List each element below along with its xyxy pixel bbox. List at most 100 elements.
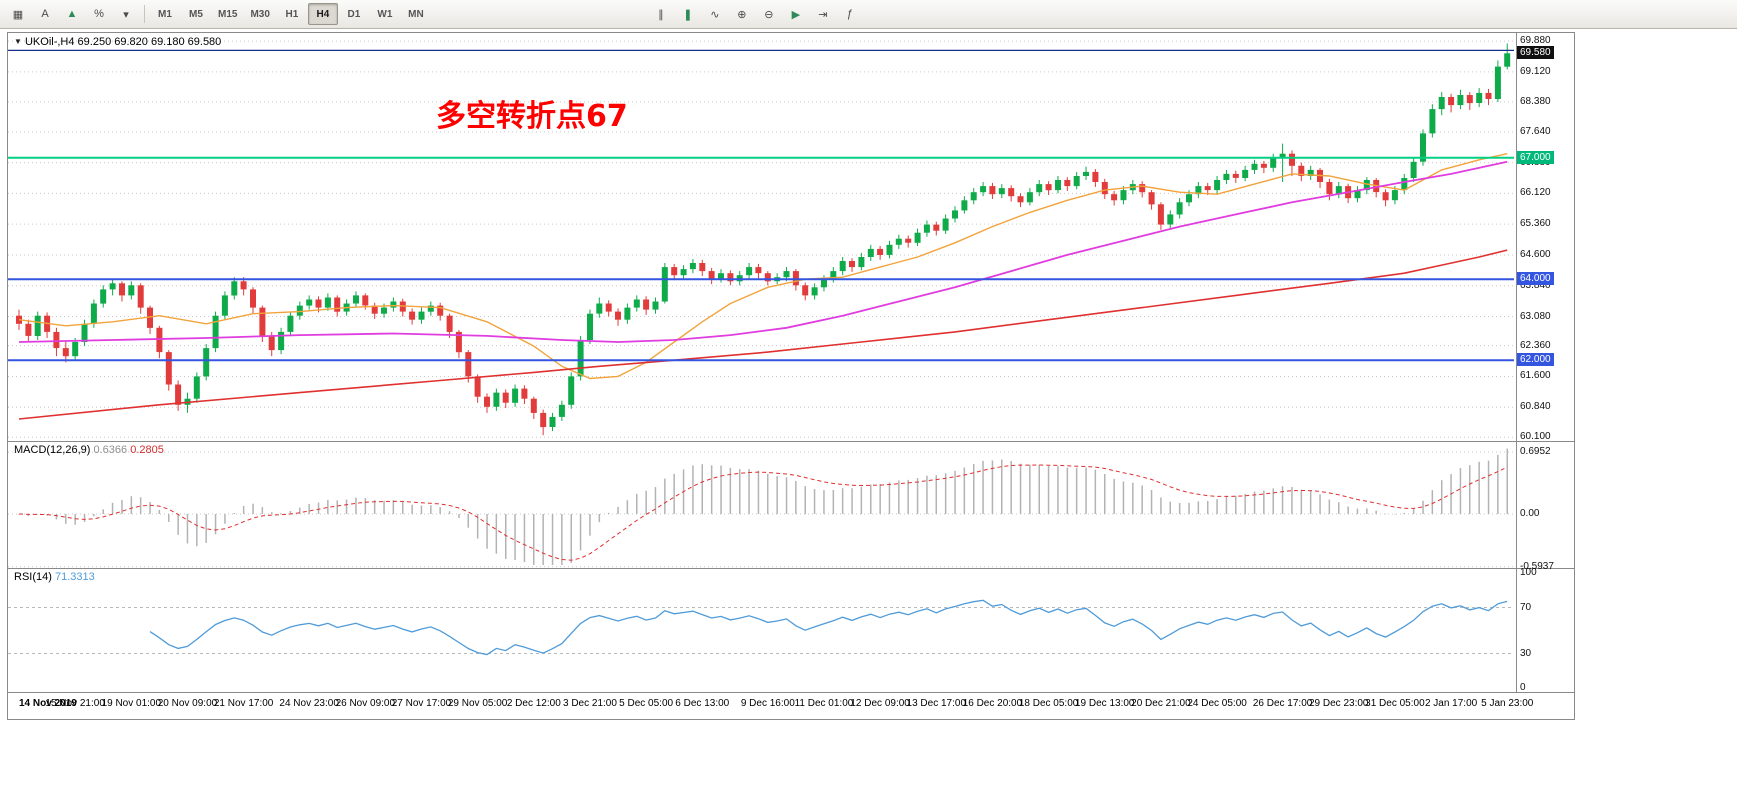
candle-body (259, 307, 266, 336)
candle-body (624, 307, 631, 320)
macd-histogram-bar (476, 514, 479, 539)
candle-body (381, 307, 387, 314)
macd-canvas[interactable] (8, 442, 1515, 568)
macd-histogram-bar (832, 489, 835, 514)
macd-label: MACD(12,26,9) 0.6366 0.2805 (14, 444, 164, 456)
candle-body (558, 404, 565, 417)
timeframe-m5-button[interactable]: M5 (189, 8, 203, 20)
candle-body (802, 285, 809, 296)
price-badge: 69.580 (1517, 46, 1554, 60)
price-scale[interactable]: 69.88069.12068.38067.64066.88066.12065.3… (1516, 33, 1574, 442)
macd-histogram-bar (1075, 467, 1078, 514)
candle-body (867, 248, 874, 257)
axis-tick-label: -0.5937 (1520, 560, 1554, 572)
macd-histogram-bar (1244, 493, 1246, 514)
timeframe-m15-button[interactable]: M15 (218, 8, 238, 20)
macd-histogram-bar (233, 513, 235, 514)
pane-separator[interactable] (8, 692, 1574, 693)
macd-histogram-bar (710, 465, 713, 514)
candle-body (530, 398, 537, 413)
macd-histogram-bar (271, 512, 273, 514)
pane-separator[interactable] (8, 568, 1574, 569)
candle-body (128, 285, 135, 296)
indicators-icon[interactable]: ƒ (846, 8, 853, 20)
candle-body (755, 267, 762, 274)
candlestick-chart-icon[interactable]: ❚ (683, 8, 693, 21)
macd-histogram-bar (383, 500, 385, 514)
timeframe-m30-button[interactable]: M30 (250, 8, 270, 20)
timeframe-m1-button[interactable]: M1 (158, 8, 172, 20)
text-label-icon[interactable]: A (41, 8, 49, 20)
candle-body (980, 186, 987, 193)
macd-histogram-bar (935, 475, 937, 514)
candle-body (1111, 194, 1118, 201)
candle-body (633, 299, 640, 308)
macd-histogram-bar (214, 514, 217, 535)
candle-body (1363, 180, 1370, 191)
auto-scroll-icon[interactable]: ▶ (791, 8, 801, 21)
candle-body (231, 281, 238, 296)
fibonacci-icon[interactable]: % (94, 8, 104, 20)
candle-body (1120, 190, 1127, 201)
macd-histogram-bar (1253, 491, 1256, 514)
macd-histogram-bar (308, 503, 310, 514)
bar-chart-icon[interactable]: ∥ (658, 8, 664, 21)
macd-histogram-bar (1150, 490, 1153, 514)
candle-body (1242, 169, 1249, 178)
candle-body (1410, 161, 1417, 178)
shapes-icon[interactable]: ▲ (66, 8, 78, 20)
macd-histogram-bar (252, 503, 254, 514)
candle-body (1270, 157, 1277, 168)
objects-dropdown-icon[interactable]: ▾ (123, 8, 129, 21)
zoom-out-icon[interactable]: ⊖ (764, 8, 774, 21)
macd-histogram-bar (83, 514, 86, 522)
macd-scale[interactable]: 0.6952 0.00 -0.5937 (1516, 442, 1574, 572)
line-chart-icon[interactable]: ∿ (710, 8, 720, 21)
rsi-line (149, 599, 1508, 656)
timeframe-h4-button[interactable]: H4 (307, 3, 338, 25)
candle-body (961, 200, 968, 211)
crosshair-icon[interactable]: ▦ (12, 8, 24, 21)
rsi-scale[interactable]: 100 70 30 0 (1516, 567, 1574, 693)
macd-histogram-bar (664, 478, 666, 514)
macd-histogram-bar (767, 473, 769, 514)
candle-body (484, 396, 490, 407)
macd-histogram-bar (411, 504, 413, 514)
candle-body (587, 313, 593, 340)
price-chart-canvas[interactable] (8, 33, 1515, 441)
rsi-pane[interactable]: RSI(14) 71.3313 100 70 30 0 (8, 567, 1574, 693)
macd-histogram-bar (1506, 448, 1508, 514)
macd-histogram-bar (27, 514, 30, 517)
macd-histogram-bar (1403, 512, 1405, 514)
candle-body (1382, 192, 1389, 201)
timeframe-mn-button[interactable]: MN (408, 8, 424, 20)
pane-separator[interactable] (8, 441, 1574, 442)
timeframe-h1-button[interactable]: H1 (285, 8, 299, 20)
zoom-in-icon[interactable]: ⊕ (737, 8, 747, 21)
timeframe-d1-button[interactable]: D1 (347, 8, 361, 20)
candle-body (615, 311, 621, 320)
candle-body (699, 263, 706, 272)
macd-histogram-bar (373, 500, 376, 514)
axis-tick-label: 30 (1520, 647, 1532, 659)
main-chart-pane[interactable]: ▼ UKOil-,H4 69.250 69.820 69.180 69.580 … (8, 33, 1574, 442)
axis-tick-label: 61.600 (1520, 370, 1551, 382)
time-label: 9 Dec 16:00 (740, 698, 795, 709)
candle-body (1083, 171, 1089, 176)
collapse-arrow-icon[interactable]: ▼ (14, 37, 22, 46)
candle-body (577, 340, 584, 377)
rsi-canvas[interactable] (8, 569, 1515, 692)
macd-histogram-bar (196, 514, 198, 547)
macd-histogram-bar (1338, 502, 1340, 514)
candle-body (746, 267, 753, 276)
candle-body (268, 335, 275, 351)
chart-shift-icon[interactable]: ⇥ (818, 8, 828, 21)
macd-histogram-bar (280, 513, 282, 514)
macd-pane[interactable]: MACD(12,26,9) 0.6366 0.2805 0.6952 0.00 -0… (8, 442, 1574, 572)
axis-tick-label: 0.6952 (1520, 446, 1551, 458)
time-axis[interactable]: 14 Nov 2019 15 Nov 21:00 19 Nov 01:00 20 No… (8, 693, 1574, 717)
time-label: 13 Dec 17:00 (906, 698, 967, 709)
timeframe-w1-button[interactable]: W1 (377, 8, 393, 20)
macd-histogram-bar (1094, 469, 1097, 514)
macd-histogram-bar (654, 487, 657, 514)
